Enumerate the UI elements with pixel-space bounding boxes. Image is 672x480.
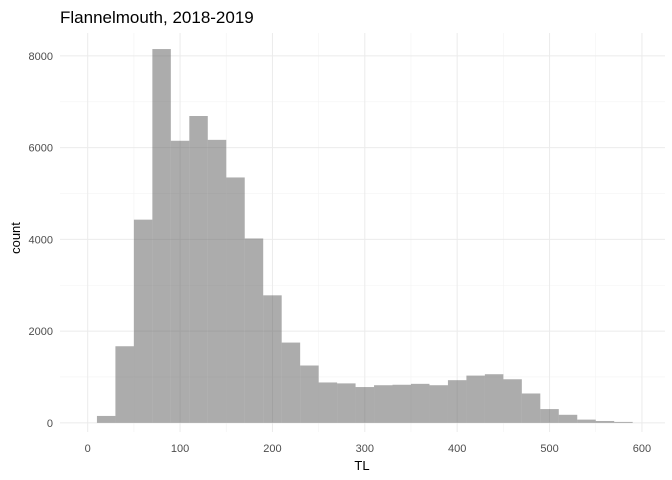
y-tick-label: 0 bbox=[47, 418, 53, 430]
histogram-bar bbox=[244, 238, 264, 423]
histogram-bar bbox=[429, 385, 448, 423]
histogram-bar bbox=[410, 383, 430, 423]
histogram-bar bbox=[170, 140, 190, 423]
x-tick-label: 400 bbox=[448, 443, 466, 455]
histogram-bar bbox=[300, 365, 319, 423]
histogram-bar bbox=[595, 420, 615, 423]
histogram-bar bbox=[207, 139, 227, 423]
histogram-bar bbox=[503, 379, 522, 423]
histogram-bar bbox=[281, 342, 301, 423]
y-tick-label: 8000 bbox=[29, 51, 53, 63]
histogram-bar bbox=[558, 414, 578, 423]
y-tick-label: 2000 bbox=[29, 326, 53, 338]
x-tick-label: 600 bbox=[633, 443, 651, 455]
histogram-bar bbox=[484, 374, 504, 423]
x-tick-label: 500 bbox=[540, 443, 558, 455]
histogram-bar bbox=[355, 387, 375, 423]
histogram-bar bbox=[540, 409, 559, 423]
histogram-bar bbox=[466, 375, 485, 423]
histogram-bar bbox=[189, 116, 208, 423]
histogram-bar bbox=[337, 383, 356, 423]
x-axis-ticks: 0 100 200 300 400 500 600 bbox=[85, 443, 651, 455]
histogram-bar bbox=[318, 382, 338, 423]
histogram-bar bbox=[96, 415, 116, 423]
histogram-bar bbox=[374, 385, 393, 423]
x-tick-label: 200 bbox=[263, 443, 281, 455]
x-axis-title: TL bbox=[354, 458, 369, 473]
histogram-bar bbox=[521, 393, 541, 423]
histogram-bar bbox=[133, 219, 153, 423]
y-tick-label: 4000 bbox=[29, 234, 53, 246]
histogram-bar bbox=[115, 346, 134, 423]
x-tick-label: 100 bbox=[171, 443, 189, 455]
x-tick-label: 0 bbox=[85, 443, 91, 455]
histogram-bars bbox=[96, 49, 633, 423]
y-axis-title: count bbox=[8, 222, 23, 254]
chart-title: Flannelmouth, 2018-2019 bbox=[60, 8, 254, 27]
histogram-bar bbox=[447, 380, 467, 423]
histogram-bar bbox=[263, 295, 282, 423]
histogram-bar bbox=[226, 177, 245, 423]
y-tick-label: 6000 bbox=[29, 143, 53, 155]
x-tick-label: 300 bbox=[356, 443, 374, 455]
histogram-bar bbox=[577, 419, 596, 423]
histogram-bar bbox=[392, 384, 411, 423]
y-axis-ticks: 0 2000 4000 6000 8000 bbox=[29, 51, 53, 430]
histogram-bar bbox=[152, 49, 171, 423]
histogram-bar bbox=[614, 421, 633, 423]
